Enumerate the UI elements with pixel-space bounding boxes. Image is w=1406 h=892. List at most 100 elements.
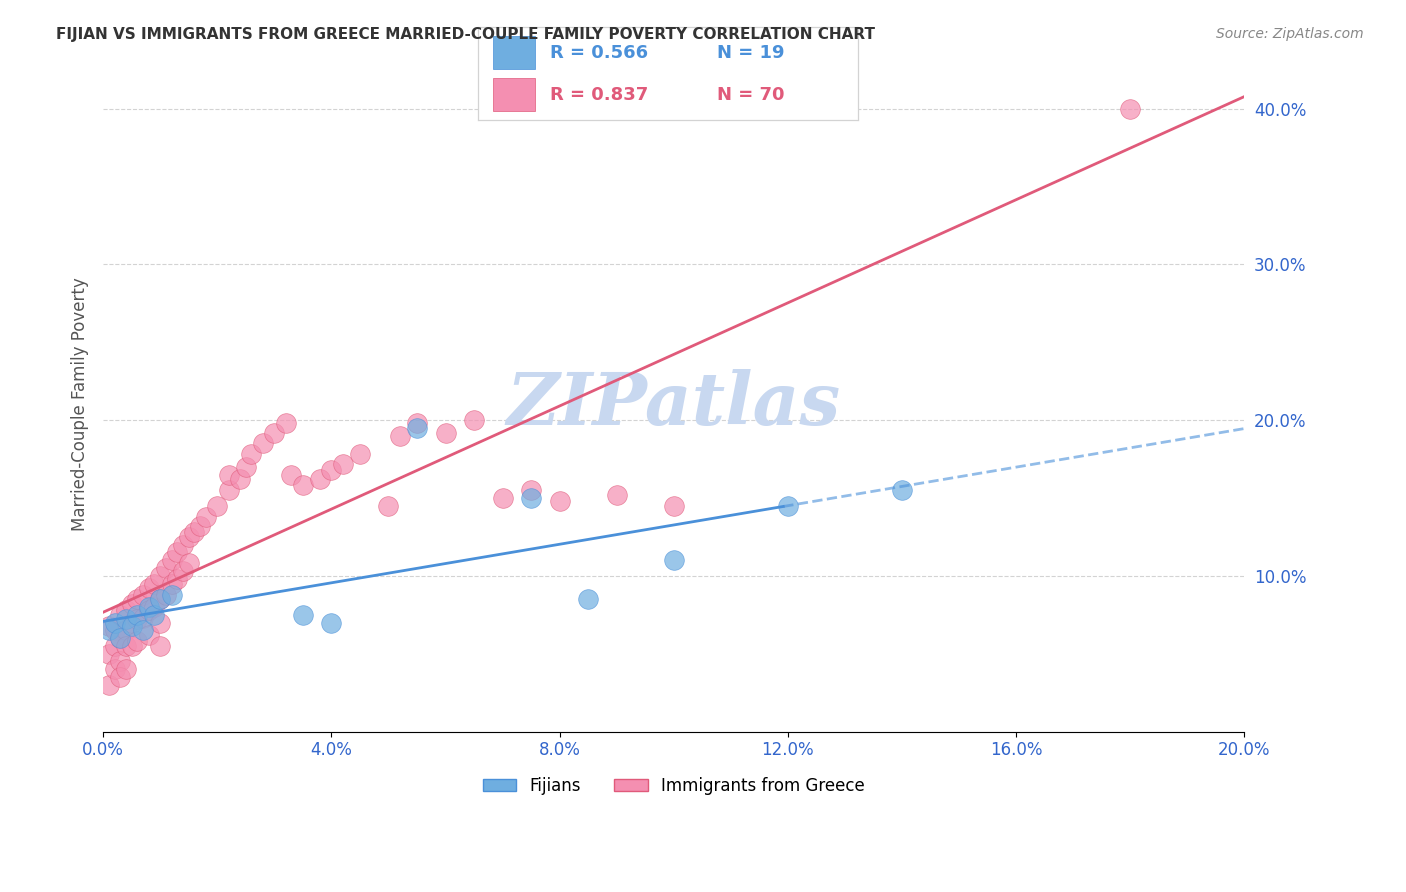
Point bbox=[110, 631, 132, 645]
Point bbox=[1119, 102, 1142, 116]
Point bbox=[662, 499, 685, 513]
Point bbox=[143, 576, 166, 591]
Point bbox=[138, 603, 160, 617]
Point bbox=[274, 416, 297, 430]
Point bbox=[127, 607, 149, 622]
Text: R = 0.837: R = 0.837 bbox=[550, 87, 648, 104]
Point bbox=[280, 467, 302, 482]
Point bbox=[434, 425, 457, 440]
Point bbox=[149, 592, 172, 607]
Point bbox=[143, 599, 166, 614]
Point bbox=[160, 553, 183, 567]
Point bbox=[321, 463, 343, 477]
Point bbox=[406, 416, 429, 430]
Point bbox=[103, 615, 125, 630]
Point bbox=[188, 519, 211, 533]
Point bbox=[97, 624, 120, 638]
Point bbox=[97, 678, 120, 692]
Point bbox=[166, 545, 188, 559]
Point bbox=[110, 670, 132, 684]
Point bbox=[127, 592, 149, 607]
Point bbox=[291, 607, 314, 622]
Text: FIJIAN VS IMMIGRANTS FROM GREECE MARRIED-COUPLE FAMILY POVERTY CORRELATION CHART: FIJIAN VS IMMIGRANTS FROM GREECE MARRIED… bbox=[56, 27, 876, 42]
Point bbox=[115, 612, 138, 626]
Point bbox=[138, 628, 160, 642]
Point bbox=[103, 662, 125, 676]
Point bbox=[183, 525, 205, 540]
Text: N = 70: N = 70 bbox=[717, 87, 785, 104]
Text: Source: ZipAtlas.com: Source: ZipAtlas.com bbox=[1216, 27, 1364, 41]
Point bbox=[406, 421, 429, 435]
Text: N = 19: N = 19 bbox=[717, 44, 785, 62]
Point bbox=[97, 647, 120, 661]
FancyBboxPatch shape bbox=[494, 78, 536, 111]
Point bbox=[138, 599, 160, 614]
Point bbox=[332, 457, 354, 471]
Point bbox=[207, 499, 229, 513]
Point bbox=[149, 639, 172, 653]
Point bbox=[127, 612, 149, 626]
Point bbox=[132, 611, 155, 625]
Point bbox=[218, 467, 240, 482]
Point bbox=[103, 639, 125, 653]
Point bbox=[263, 425, 285, 440]
Point bbox=[576, 592, 599, 607]
Point bbox=[240, 447, 263, 461]
Point bbox=[388, 428, 411, 442]
Point bbox=[229, 472, 252, 486]
Point bbox=[321, 615, 343, 630]
Point bbox=[235, 459, 257, 474]
Point bbox=[149, 569, 172, 583]
Point bbox=[172, 538, 194, 552]
Point bbox=[177, 557, 200, 571]
FancyBboxPatch shape bbox=[494, 36, 536, 69]
Legend: Fijians, Immigrants from Greece: Fijians, Immigrants from Greece bbox=[477, 771, 872, 802]
Point bbox=[776, 499, 799, 513]
Point bbox=[491, 491, 513, 505]
Point bbox=[115, 603, 138, 617]
Point bbox=[138, 581, 160, 595]
Point bbox=[172, 564, 194, 578]
Point bbox=[291, 478, 314, 492]
Point bbox=[891, 483, 914, 497]
Point bbox=[121, 618, 143, 632]
Point bbox=[121, 597, 143, 611]
Point bbox=[166, 572, 188, 586]
Point bbox=[520, 483, 543, 497]
Point bbox=[194, 509, 217, 524]
Y-axis label: Married-Couple Family Poverty: Married-Couple Family Poverty bbox=[72, 277, 89, 532]
Point bbox=[463, 413, 485, 427]
Point bbox=[97, 618, 120, 632]
Point bbox=[177, 530, 200, 544]
Point bbox=[662, 553, 685, 567]
Point bbox=[110, 655, 132, 669]
Point bbox=[309, 472, 332, 486]
Point bbox=[115, 662, 138, 676]
Point bbox=[110, 631, 132, 645]
Point bbox=[160, 587, 183, 601]
Point bbox=[110, 607, 132, 622]
Point bbox=[377, 499, 399, 513]
Point bbox=[520, 491, 543, 505]
Point bbox=[127, 634, 149, 648]
Point bbox=[115, 639, 138, 653]
Point bbox=[103, 624, 125, 638]
Text: R = 0.566: R = 0.566 bbox=[550, 44, 648, 62]
Point bbox=[155, 561, 177, 575]
Point bbox=[149, 592, 172, 607]
Point bbox=[132, 624, 155, 638]
Point bbox=[155, 587, 177, 601]
Point bbox=[606, 488, 628, 502]
Point bbox=[115, 624, 138, 638]
Point bbox=[121, 615, 143, 630]
Point bbox=[252, 436, 274, 450]
Point bbox=[349, 447, 371, 461]
Point bbox=[143, 607, 166, 622]
Point bbox=[121, 639, 143, 653]
Point bbox=[160, 576, 183, 591]
Point bbox=[149, 615, 172, 630]
Point bbox=[218, 483, 240, 497]
Text: ZIPatlas: ZIPatlas bbox=[506, 369, 841, 440]
Point bbox=[548, 494, 571, 508]
Point bbox=[132, 587, 155, 601]
